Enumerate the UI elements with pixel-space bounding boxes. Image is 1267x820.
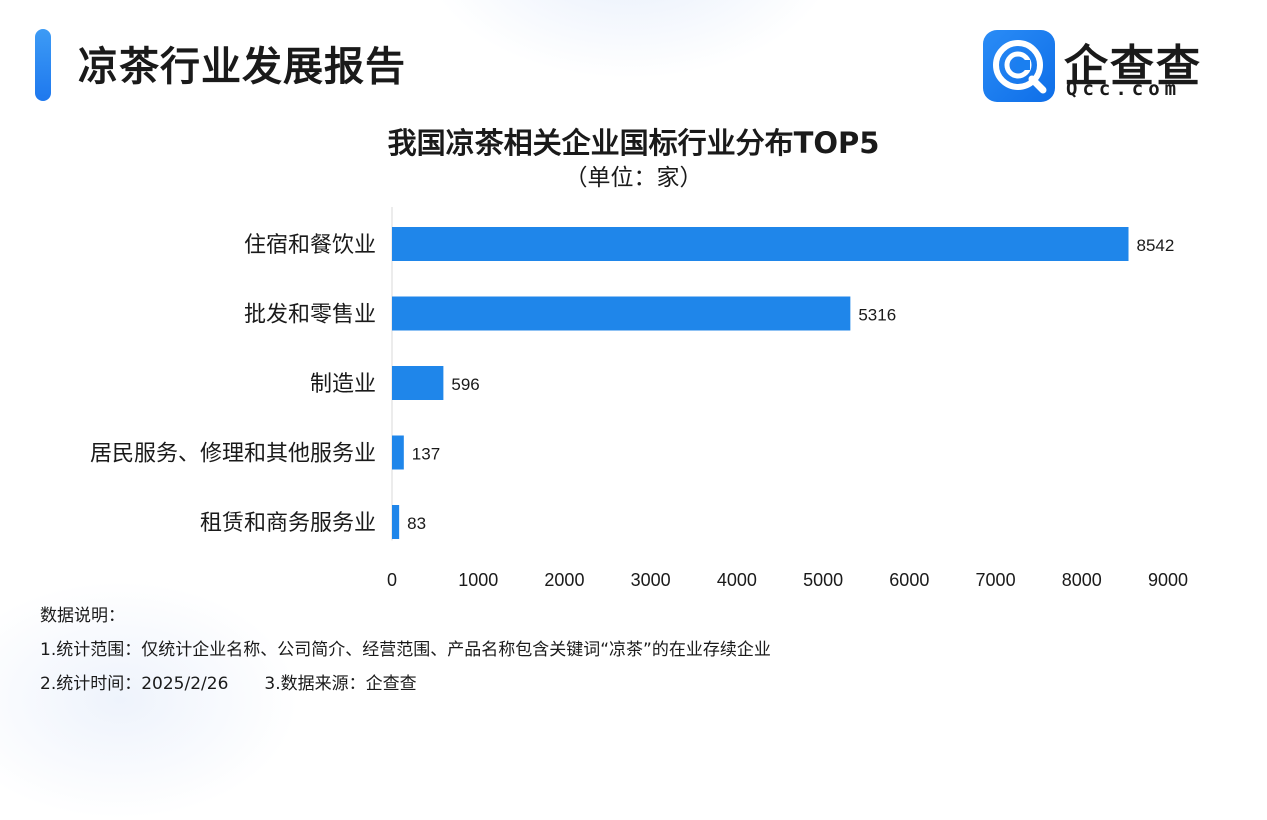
- qcc-logo-icon: [983, 30, 1055, 102]
- x-tick-label: 5000: [803, 570, 843, 590]
- data-label: 8542: [1137, 236, 1175, 255]
- x-tick-label: 9000: [1148, 570, 1188, 590]
- bar: [392, 366, 444, 400]
- notes-time: 2.统计时间：2025/2/26: [40, 674, 229, 694]
- data-label: 83: [407, 514, 426, 533]
- category-label: 租赁和商务服务业: [200, 511, 376, 536]
- bar-chart: 住宿和餐饮业 8542 批发和零售业 5316 制造业 596 居民服务、修理和其他服务业 1…: [90, 207, 1188, 590]
- x-tick-label: 6000: [889, 570, 929, 590]
- data-label: 596: [451, 375, 479, 394]
- notes-time-source: 2.统计时间：2025/2/26 3.数据来源：企查查: [40, 674, 771, 708]
- x-tick-label: 4000: [717, 570, 757, 590]
- x-tick-label: 1000: [458, 570, 498, 590]
- x-tick-label: 8000: [1062, 570, 1102, 590]
- header-accent-bar: [35, 29, 51, 101]
- x-tick-label: 2000: [544, 570, 584, 590]
- category-label: 批发和零售业: [244, 303, 376, 328]
- magnifier-q-icon: [993, 40, 1047, 94]
- category-label: 住宿和餐饮业: [244, 233, 376, 258]
- x-tick-label: 7000: [976, 570, 1016, 590]
- data-notes: 数据说明： 1.统计范围：仅统计企业名称、公司简介、经营范围、产品名称包含关键词…: [40, 606, 771, 708]
- x-tick-label: 0: [387, 570, 397, 590]
- category-label: 居民服务、修理和其他服务业: [90, 442, 376, 467]
- bar: [392, 227, 1129, 261]
- category-label: 制造业: [310, 372, 376, 397]
- notes-heading: 数据说明：: [40, 606, 125, 626]
- bar: [392, 505, 400, 539]
- bar: [392, 435, 404, 470]
- data-label: 137: [412, 445, 440, 464]
- bar: [392, 296, 851, 331]
- notes-scope: 1.统计范围：仅统计企业名称、公司简介、经营范围、产品名称包含关键词“凉茶”的在…: [40, 640, 771, 660]
- logo-wordmark: 企查查: [1064, 41, 1202, 92]
- chart-title: 我国凉茶相关企业国标行业分布TOP5: [387, 126, 880, 160]
- x-tick-label: 3000: [631, 570, 671, 590]
- logo-domain: Qcc.com: [1066, 78, 1182, 100]
- chart-subtitle: （单位：家）: [564, 165, 703, 191]
- notes-source: 3.数据来源：企查查: [264, 674, 417, 694]
- page-title: 凉茶行业发展报告: [78, 44, 406, 90]
- data-label: 5316: [858, 306, 896, 325]
